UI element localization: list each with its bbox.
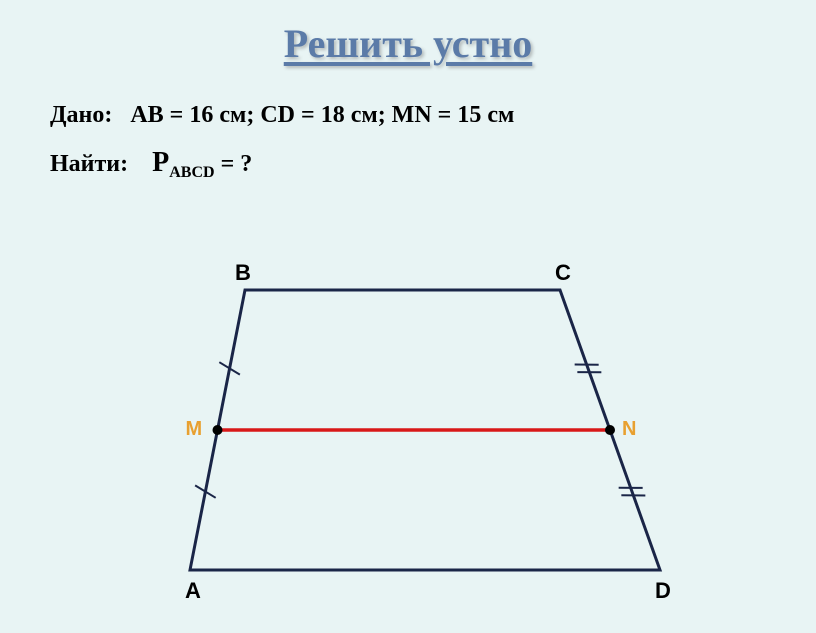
label-m: M	[186, 418, 203, 441]
find-label: Найти:	[50, 151, 128, 177]
label-c: C	[555, 260, 571, 286]
find-line: Найти: РABCD = ?	[50, 147, 816, 182]
label-b: B	[235, 260, 251, 286]
label-a: A	[185, 578, 201, 604]
given-label: Дано:	[50, 102, 112, 128]
label-n: N	[622, 418, 636, 441]
slide-title: Решить устно	[0, 20, 816, 67]
given-text: АВ = 16 см; СD = 18 см; MN = 15 см	[130, 102, 514, 128]
point-n	[605, 425, 615, 435]
point-m	[213, 425, 223, 435]
find-equals: = ?	[215, 151, 253, 177]
label-d: D	[655, 578, 671, 604]
trapezoid-diagram: A B C D M N	[100, 270, 720, 610]
find-perimeter-symbol: Р	[152, 147, 169, 178]
find-subscript: ABCD	[169, 164, 214, 181]
given-line: Дано: АВ = 16 см; СD = 18 см; MN = 15 см	[50, 102, 816, 129]
